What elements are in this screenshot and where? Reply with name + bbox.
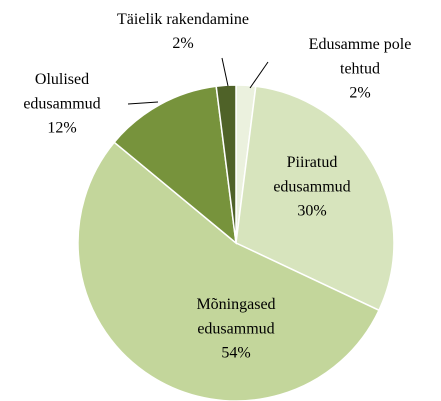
leader-line xyxy=(249,61,269,89)
label-line: Piiratud xyxy=(287,154,338,171)
slice-label: Täielik rakendamine xyxy=(117,11,249,28)
slice-label: Olulised edusammud xyxy=(23,71,100,113)
label-line: edusammud xyxy=(273,178,350,195)
slice-label: Edusamme pole tehtud xyxy=(309,36,412,78)
value-label: 2% xyxy=(349,85,370,102)
pie-slice xyxy=(113,85,237,245)
value-label: 54% xyxy=(221,345,250,362)
slice-label: Piiratud edusammud xyxy=(273,154,350,196)
pie-slice xyxy=(215,84,237,244)
value-label: 30% xyxy=(297,203,326,220)
pie-slice xyxy=(77,141,380,401)
pie-slice xyxy=(235,85,395,312)
slice-label: Mõningased edusammud xyxy=(196,296,275,338)
leader-line xyxy=(127,101,159,105)
label-line: Edusamme pole xyxy=(309,36,412,53)
label-line: edusammud xyxy=(23,95,100,112)
label-line: edusammud xyxy=(197,320,274,337)
label-line: Olulised xyxy=(35,71,89,88)
leader-line xyxy=(221,57,229,87)
value-label: 12% xyxy=(47,120,76,137)
label-line: tehtud xyxy=(340,60,380,77)
label-line: Täielik rakendamine xyxy=(117,11,249,28)
value-label: 2% xyxy=(172,35,193,52)
label-line: Mõningased xyxy=(196,296,275,313)
